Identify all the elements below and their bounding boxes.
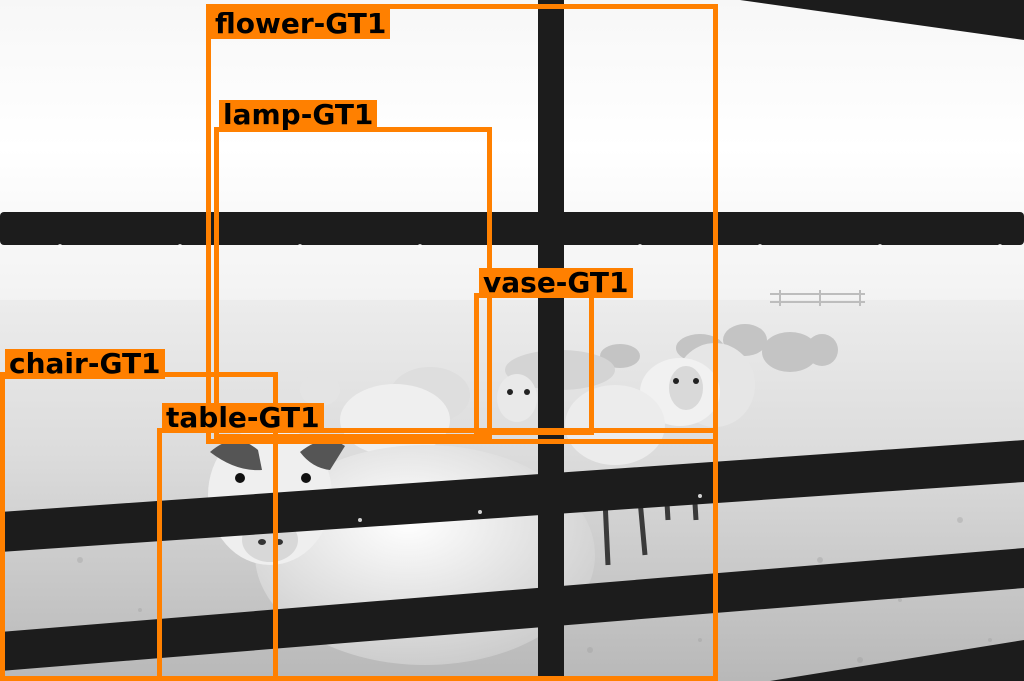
bbox-flower: flower-GT1 (206, 4, 718, 444)
bbox-label-chair: chair-GT1 (5, 349, 165, 379)
bbox-vase: vase-GT1 (474, 268, 633, 435)
bbox-label-table: table-GT1 (162, 403, 324, 433)
dew-drops (58, 244, 1002, 522)
bbox-label-lamp: lamp-GT1 (219, 100, 378, 130)
bbox-label-flower: flower-GT1 (211, 9, 391, 39)
distant-fence (770, 290, 865, 306)
bbox-chair: chair-GT1 (0, 349, 278, 681)
bbox-label-vase: vase-GT1 (479, 268, 633, 298)
bbox-table: table-GT1 (157, 403, 718, 681)
